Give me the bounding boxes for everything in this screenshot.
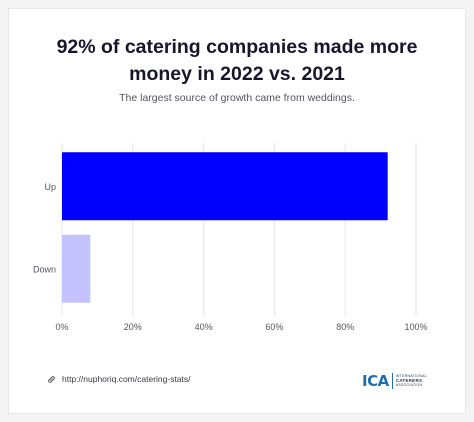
category-label-up: Up [44,182,56,192]
chart-title: 92% of catering companies made more mone… [0,34,474,88]
source-url[interactable]: http://nuphoriq.com/catering-stats/ [62,374,191,384]
logo-line-1: INTERNATIONAL [395,374,427,379]
x-tick-label-5: 100% [404,322,427,332]
ica-logo: ICA INTERNATIONAL CATERERS ASSOCIATION [362,372,427,390]
link-icon [47,375,56,384]
logo-text: INTERNATIONAL CATERERS ASSOCIATION [396,374,427,388]
logo-line-3: ASSOCIATION [395,383,423,388]
chart-title-line-2: money in 2022 vs. 2021 [129,63,345,85]
x-tick-label-4: 80% [336,322,354,332]
source-link[interactable]: http://nuphoriq.com/catering-stats/ [47,374,191,384]
x-tick-label-0: 0% [55,322,68,332]
chart-subtitle: The largest source of growth came from w… [119,92,355,104]
chart-title-line-1: 92% of catering companies made more [56,36,418,58]
logo-line-2: CATERERS [395,377,423,383]
x-tick-label-3: 60% [265,322,283,332]
x-tick-label-2: 40% [195,322,213,332]
bar-up [62,152,388,221]
category-label-down: Down [33,264,56,274]
bar-down [62,234,91,303]
logo-mark: ICA [362,372,389,390]
x-tick-label-1: 20% [124,322,142,332]
logo-divider [391,373,393,389]
